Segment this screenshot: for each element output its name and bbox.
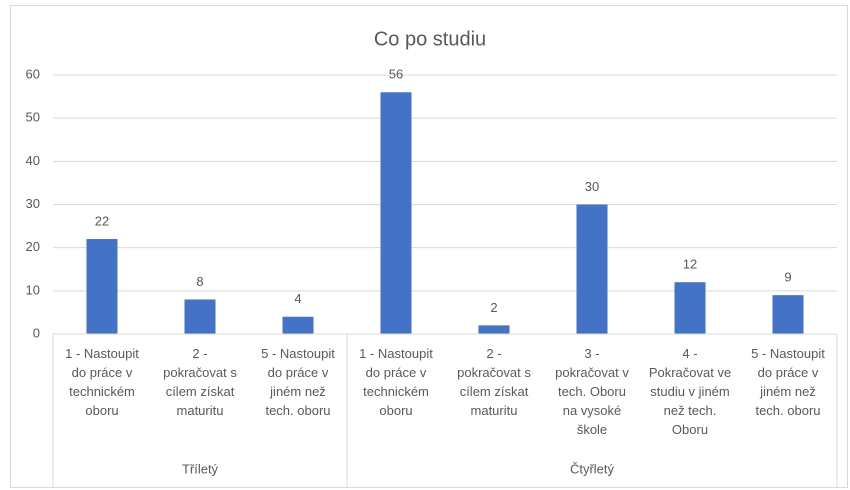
x-tick-label: 3 -pokračovat v tech. Oboru na vysoké škole [555, 346, 629, 437]
group-label: Čtyřletý [570, 461, 615, 476]
value-label: 2 [490, 300, 497, 315]
chart-border [10, 5, 848, 488]
bar [282, 316, 314, 334]
y-tick-label: 60 [26, 66, 40, 81]
bar [772, 295, 804, 334]
bar [576, 204, 608, 334]
y-tick-label: 30 [26, 196, 40, 211]
x-tick-label: 1 - Nastoupit do práce v technickém oboru [65, 346, 139, 418]
value-label: 56 [389, 67, 403, 82]
bar [86, 239, 118, 334]
x-tick-label: 5 - Nastoupit do práce v jiném než tech. ob… [261, 346, 335, 418]
value-label: 22 [95, 213, 109, 228]
y-tick-label: 20 [26, 239, 40, 254]
bar [380, 92, 412, 335]
x-tick-label: 4 -Pokračovat ve studiu v jiném než tech. O… [649, 346, 731, 437]
y-tick-label: 40 [26, 153, 40, 168]
value-label: 4 [294, 291, 301, 306]
value-label: 30 [585, 179, 599, 194]
x-tick-label: 2 -pokračovat s cílem získat maturitu [163, 346, 237, 418]
bar [674, 282, 706, 334]
chart-title: Co po studiu [374, 28, 486, 50]
value-label: 12 [683, 257, 697, 272]
y-tick-label: 50 [26, 110, 40, 125]
x-tick-label: 2 -pokračovat s cílem získat maturitu [457, 346, 531, 418]
y-tick-label: 0 [33, 325, 40, 340]
value-label: 9 [784, 270, 791, 285]
bar [184, 299, 216, 334]
x-tick-label: 1 - Nastoupit do práce v technickém oboru [359, 346, 433, 418]
x-tick-label: 5 - Nastoupit do práce v jiném než tech. ob… [751, 346, 825, 418]
group-label: Tříletý [182, 461, 219, 476]
y-tick-label: 10 [26, 282, 40, 297]
value-label: 8 [196, 274, 203, 289]
bar [478, 325, 510, 334]
